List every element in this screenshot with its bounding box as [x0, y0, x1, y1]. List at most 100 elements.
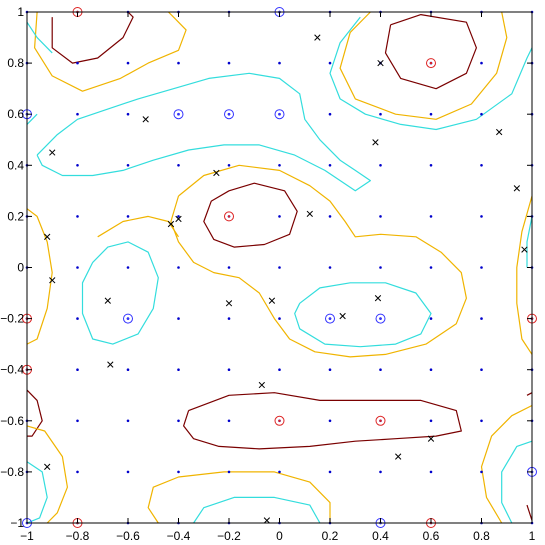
contour-line-cyan: [26, 113, 38, 125]
grid-point: [76, 266, 79, 269]
grid-point: [480, 368, 483, 372]
cross-marker: [175, 215, 182, 223]
blue-circle-point: [173, 109, 184, 120]
contour-line-cyan: [81, 241, 159, 345]
blue-circle-point: [274, 109, 285, 120]
grid-point: [480, 164, 483, 167]
grid-point: [227, 164, 231, 167]
x-tick-label: 0.4: [372, 529, 389, 543]
grid-point: [126, 368, 130, 372]
x-tick-label: 0: [276, 529, 283, 543]
cross-marker: [395, 453, 402, 460]
grid-point: [429, 215, 433, 218]
grid-point: [278, 266, 281, 269]
grid-point: [227, 470, 231, 474]
contour-line-cyan: [526, 216, 533, 268]
contour-line-dark: [526, 392, 533, 396]
grid-point: [76, 317, 79, 320]
contour-line-cyan: [36, 72, 371, 192]
blue-circle-point: [123, 313, 133, 324]
red-circle-point-center: [227, 215, 231, 218]
contour-line-dark: [26, 389, 43, 437]
y-tick-label: −0.6: [0, 414, 24, 428]
x-tick-label: −0.8: [66, 529, 90, 543]
red-circle-point: [224, 211, 234, 222]
grid-point: [227, 317, 231, 320]
cross-marker: [339, 312, 346, 320]
grid-point: [177, 61, 180, 65]
x-tick-label: 0.6: [423, 529, 440, 543]
cross-marker: [306, 210, 313, 217]
grid-point: [429, 368, 433, 372]
red-circle-point: [426, 58, 436, 69]
grid-point: [177, 164, 180, 167]
blue-circle-point-center: [177, 113, 180, 116]
grid-point: [379, 164, 382, 167]
cross-marker: [44, 463, 51, 470]
grid-point: [429, 164, 433, 167]
grid-point: [126, 470, 130, 474]
grid-points: [25, 10, 534, 525]
grid-point: [126, 61, 130, 65]
contour-line-yellow: [34, 11, 187, 92]
grid-point: [480, 215, 483, 218]
axis-ticks: −1 −0.8 −0.6 −0.4 −0.2 0 0.2 0.4 0.6 0.8 1 −1 −0.8 −0…: [0, 5, 535, 543]
grid-point: [126, 112, 130, 116]
grid-point: [429, 112, 433, 116]
cross-marker: [377, 59, 384, 67]
grid-point: [227, 419, 231, 423]
grid-point: [480, 112, 483, 116]
cross-markers: [44, 34, 528, 524]
grid-point: [429, 419, 433, 423]
y-tick-label: 0.6: [7, 107, 24, 121]
x-tick-label: 1: [529, 529, 536, 543]
blue-circle-point: [325, 313, 335, 324]
grid-point: [328, 419, 332, 423]
cross-marker: [104, 297, 111, 304]
grid-point: [76, 215, 79, 218]
grid-point: [379, 112, 382, 116]
contour-line-dark: [384, 14, 477, 90]
cross-marker: [49, 277, 56, 284]
grid-point: [177, 368, 180, 372]
grid-point: [76, 112, 79, 116]
blue-circle-point-center: [126, 317, 130, 320]
cross-marker: [225, 300, 233, 307]
blue-circle-point: [224, 109, 234, 120]
grid-point: [480, 61, 483, 65]
grid-point: [177, 419, 180, 423]
grid-point: [227, 61, 231, 65]
cross-marker: [213, 169, 220, 177]
y-tick-label: 1: [17, 5, 24, 19]
grid-point: [177, 470, 180, 474]
grid-point: [379, 266, 382, 269]
contour-line-cyan: [294, 282, 432, 348]
y-tick-label: 0.2: [7, 209, 24, 223]
grid-point: [379, 215, 382, 218]
x-tick-label: 0.8: [473, 529, 490, 543]
grid-point: [379, 470, 382, 474]
grid-point: [379, 368, 382, 372]
grid-point: [126, 164, 130, 167]
x-tick-label: −0.6: [116, 529, 140, 543]
cross-marker: [268, 297, 276, 304]
grid-point: [76, 419, 79, 423]
grid-point: [429, 470, 433, 474]
cross-marker: [107, 361, 114, 368]
contour-line-yellow: [170, 164, 467, 358]
cross-marker: [513, 185, 521, 192]
grid-point: [328, 112, 332, 116]
grid-point: [126, 215, 130, 218]
y-tick-label: 0: [17, 261, 24, 275]
cross-marker: [142, 116, 149, 123]
contour-line-yellow: [339, 11, 508, 120]
contour-line-dark: [51, 11, 134, 64]
contour-line-cyan: [501, 440, 533, 524]
red-circle-point: [375, 415, 386, 426]
contour-line-dark: [526, 504, 533, 521]
blue-circle-point: [375, 313, 386, 324]
grid-point: [76, 470, 79, 474]
x-tick-label: 0.2: [322, 529, 339, 543]
grid-point: [480, 419, 483, 423]
